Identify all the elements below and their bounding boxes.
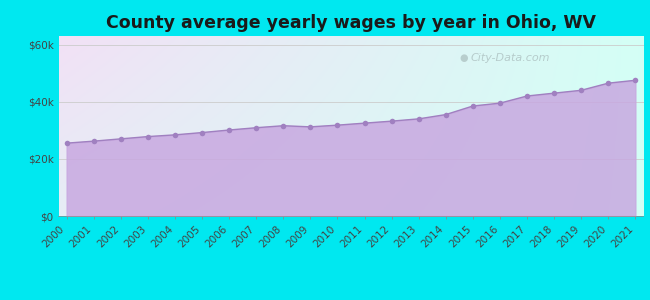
Title: County average yearly wages by year in Ohio, WV: County average yearly wages by year in O… [106, 14, 596, 32]
Text: City-Data.com: City-Data.com [471, 52, 551, 63]
Text: ●: ● [459, 52, 468, 63]
